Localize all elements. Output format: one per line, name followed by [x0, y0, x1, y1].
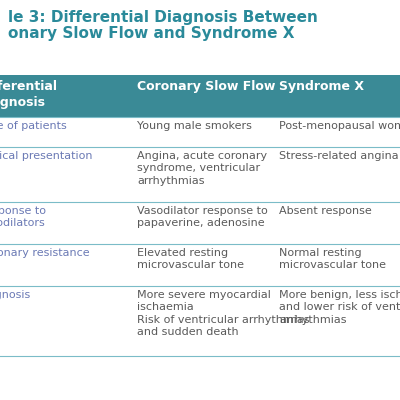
Bar	[0, 202, 400, 244]
Text: Coronary resistance
test: Coronary resistance test	[0, 248, 90, 270]
Text: Stress-related angina: Stress-related angina	[279, 151, 399, 161]
Bar	[0, 244, 400, 286]
Text: Angina, acute coronary
syndrome, ventricular
arrhythmias: Angina, acute coronary syndrome, ventric…	[137, 151, 267, 186]
Bar	[0, 286, 400, 356]
Text: Young male smokers: Young male smokers	[137, 121, 252, 131]
Text: Elevated resting
microvascular tone: Elevated resting microvascular tone	[137, 248, 244, 270]
Text: More severe myocardial
ischaemia
Risk of ventricular arrhythmias
and sudden deat: More severe myocardial ischaemia Risk of…	[137, 290, 310, 337]
Text: onary Slow Flow and Syndrome X: onary Slow Flow and Syndrome X	[8, 26, 294, 41]
Text: Syndrome X: Syndrome X	[279, 80, 364, 93]
Text: le 3: Differential Diagnosis Between: le 3: Differential Diagnosis Between	[8, 10, 318, 25]
Bar	[0, 117, 400, 147]
Text: More benign, less ischa
and lower risk of ventri
arrhythmias: More benign, less ischa and lower risk o…	[279, 290, 400, 325]
Text: Clinical presentation: Clinical presentation	[0, 151, 92, 161]
Text: Coronary Slow Flow: Coronary Slow Flow	[137, 80, 275, 93]
Text: Differential
Diagnosis: Differential Diagnosis	[0, 80, 58, 109]
Text: Absent response: Absent response	[279, 206, 372, 216]
Text: Prognosis: Prognosis	[0, 290, 31, 300]
Bar	[0, 75, 400, 117]
Text: Response to
vasodilators: Response to vasodilators	[0, 206, 46, 228]
Text: Type of patients: Type of patients	[0, 121, 67, 131]
Text: Normal resting
microvascular tone: Normal resting microvascular tone	[279, 248, 386, 270]
Bar	[0, 147, 400, 202]
Text: Vasodilator response to
papaverine, adenosine: Vasodilator response to papaverine, aden…	[137, 206, 268, 228]
Text: Post-menopausal wome: Post-menopausal wome	[279, 121, 400, 131]
